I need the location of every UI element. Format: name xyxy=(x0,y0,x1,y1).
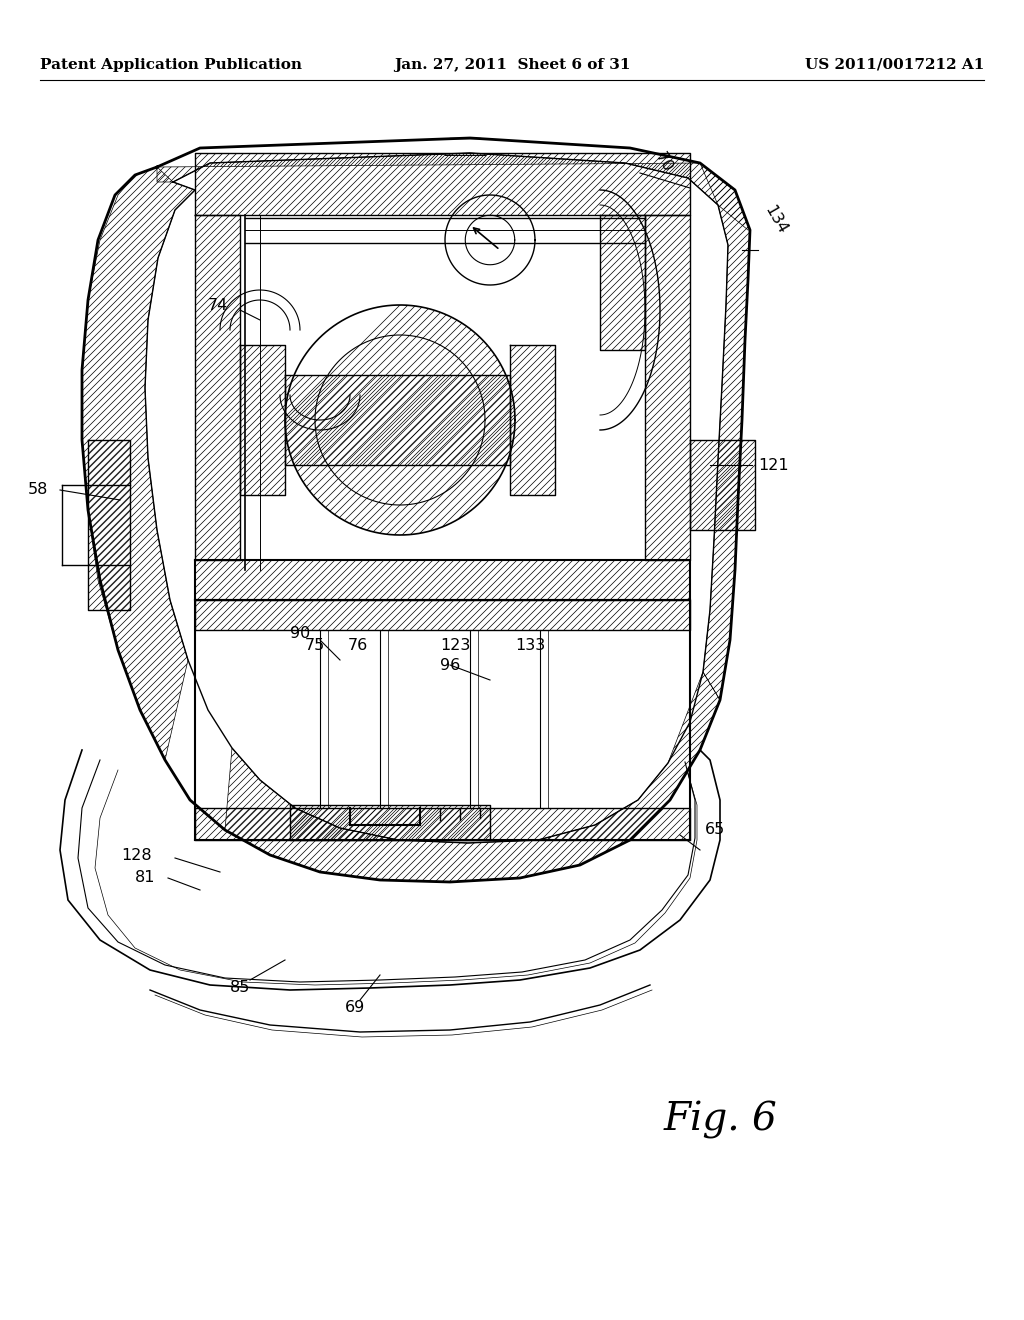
Text: 74: 74 xyxy=(208,297,228,313)
Text: 81: 81 xyxy=(134,870,155,886)
Text: 121: 121 xyxy=(758,458,788,473)
Text: Jan. 27, 2011  Sheet 6 of 31: Jan. 27, 2011 Sheet 6 of 31 xyxy=(394,58,630,73)
Text: 58: 58 xyxy=(28,483,48,498)
Text: Fig. 6: Fig. 6 xyxy=(664,1101,777,1139)
Text: 85: 85 xyxy=(229,981,250,995)
Text: 96: 96 xyxy=(440,657,460,673)
Text: 128: 128 xyxy=(122,847,152,862)
Text: Patent Application Publication: Patent Application Publication xyxy=(40,58,302,73)
Text: 75: 75 xyxy=(305,638,326,652)
Text: US 2011/0017212 A1: US 2011/0017212 A1 xyxy=(805,58,984,73)
Text: 65: 65 xyxy=(705,822,725,837)
Text: 90: 90 xyxy=(290,627,310,642)
Text: 69: 69 xyxy=(345,1001,366,1015)
Text: 123: 123 xyxy=(440,638,470,652)
Text: 76: 76 xyxy=(348,638,368,652)
Text: 133: 133 xyxy=(515,638,545,652)
Text: 134: 134 xyxy=(762,203,791,236)
Text: 70: 70 xyxy=(652,150,675,176)
